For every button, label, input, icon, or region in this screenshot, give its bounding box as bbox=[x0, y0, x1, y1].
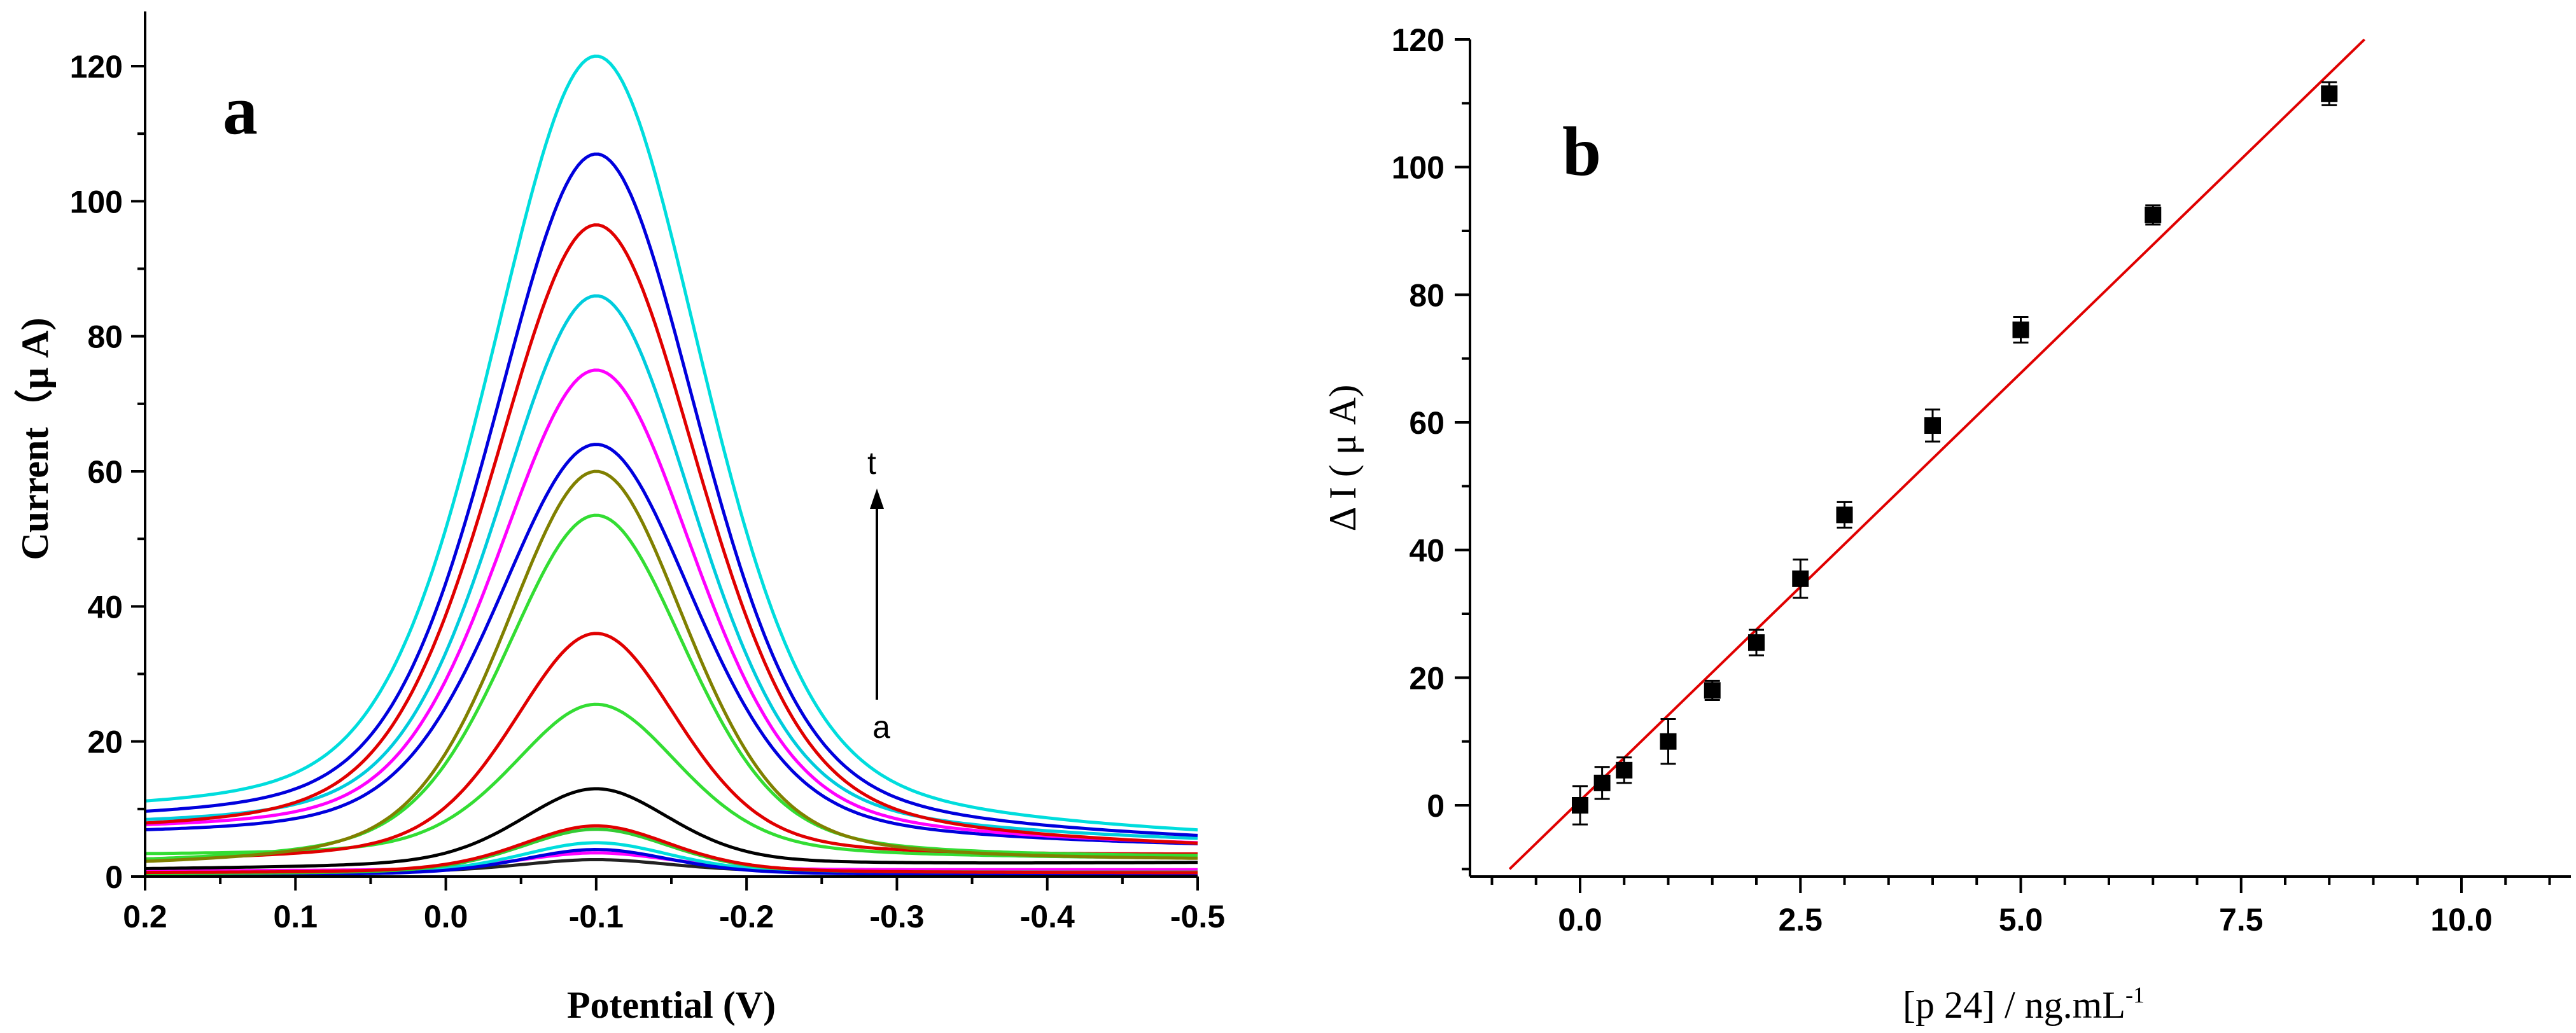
panel-a-curve-m bbox=[144, 368, 1198, 845]
panel-b-data-point bbox=[1792, 570, 1809, 587]
panel-a-curve-k bbox=[144, 469, 1198, 863]
panel-a-x-axis-title: Potential (V) bbox=[567, 984, 776, 1026]
panel-b-y-axis-title: Δ I ( μ A) bbox=[1322, 385, 1364, 532]
panel-b-data-point bbox=[1748, 634, 1765, 651]
panel-b-x-tick-label: 10.0 bbox=[2430, 902, 2492, 938]
panel-b-x-ticks: 0.0 2.5 5.0 7.5 10.0 bbox=[1490, 877, 2551, 938]
panel-a-axis-frame bbox=[144, 11, 1198, 878]
panel-b-x-tick-label: 5.0 bbox=[1999, 902, 2043, 938]
panel-b-x-axis-title-sup: -1 bbox=[2125, 982, 2145, 1008]
panel-b-calibration: 0.0 2.5 5.0 7.5 10.0 0 20 40 60 80 100 120 b [p 24… bbox=[1322, 22, 2571, 1026]
panel-b-fit-line-group bbox=[1508, 38, 2366, 870]
panel-b-y-tick-label: 0 bbox=[1427, 788, 1445, 824]
panel-a-y-tick-label: 20 bbox=[87, 724, 123, 760]
panel-b-data-point bbox=[1572, 797, 1588, 814]
panel-b-y-tick-label: 120 bbox=[1392, 22, 1445, 58]
panel-b-label: b bbox=[1562, 113, 1601, 190]
panel-a-curve-j bbox=[144, 513, 1198, 861]
panel-a-curve-n bbox=[144, 294, 1198, 840]
panel-a-x-tick-label: 0.1 bbox=[274, 899, 318, 934]
panel-b-data-point bbox=[2145, 206, 2162, 223]
panel-b-data-point bbox=[2012, 321, 2029, 338]
panel-a-curve-g bbox=[144, 787, 1198, 870]
panel-b-x-tick-label: 7.5 bbox=[2219, 902, 2264, 938]
panel-b-data-point bbox=[2321, 85, 2338, 102]
panel-a-label: a bbox=[223, 71, 258, 149]
panel-a-voltammograms: 0.2 0.1 0.0 -0.1 -0.2 -0.3 -0.4 -0.5 0 20 40 60 80 1… bbox=[13, 11, 1225, 1026]
panel-b-y-tick-label: 80 bbox=[1409, 277, 1445, 313]
panel-b-axis-frame bbox=[1469, 39, 2571, 878]
panel-a-x-tick-label: -0.2 bbox=[719, 899, 774, 934]
panel-a-curve-d bbox=[145, 847, 1198, 877]
panel-b-x-axis-title: [p 24] / ng.mL-1 bbox=[1903, 982, 2145, 1026]
panel-a-curve-o bbox=[144, 223, 1198, 845]
panel-b-data-point bbox=[1704, 682, 1721, 699]
panel-a-curve-l bbox=[144, 443, 1198, 845]
panel-a-y-axis-title: Current（μ A) bbox=[13, 317, 56, 560]
panel-b-data-point bbox=[1836, 506, 1853, 523]
panel-a-y-tick-label: 0 bbox=[105, 859, 123, 895]
panel-a-x-tick-label: -0.5 bbox=[1170, 899, 1225, 934]
panel-a-y-tick-label: 80 bbox=[87, 319, 123, 355]
panel-a-x-tick-label: 0.0 bbox=[424, 899, 468, 934]
panel-b-fit-line bbox=[1508, 38, 2366, 870]
panel-b-data-point bbox=[1660, 733, 1677, 750]
panel-b-y-tick-label: 40 bbox=[1409, 533, 1445, 569]
panel-b-y-ticks: 0 20 40 60 80 100 120 bbox=[1392, 22, 1470, 871]
panel-b-data-points bbox=[1572, 81, 2338, 826]
panel-a-x-tick-label: -0.4 bbox=[1020, 899, 1075, 934]
panel-b-y-tick-label: 60 bbox=[1409, 405, 1445, 441]
panel-a-x-tick-label: 0.2 bbox=[123, 899, 167, 934]
panel-a-arrow-head bbox=[870, 489, 884, 509]
panel-a-arrow-label-bottom: a bbox=[872, 709, 890, 745]
panel-b-x-tick-label: 2.5 bbox=[1778, 902, 1823, 938]
panel-b-data-point bbox=[1616, 761, 1633, 779]
panel-a-x-tick-label: -0.3 bbox=[869, 899, 924, 934]
panel-a-y-tick-label: 60 bbox=[87, 454, 123, 490]
panel-a-curve-f bbox=[145, 824, 1198, 875]
panel-a-y-tick-label: 120 bbox=[70, 49, 123, 85]
panel-a-y-tick-label: 40 bbox=[87, 589, 123, 625]
panel-b-data-point bbox=[1593, 774, 1611, 791]
panel-a-y-ticks: 0 20 40 60 80 100 120 bbox=[70, 49, 145, 895]
panel-a-arrow-label-top: t bbox=[867, 445, 876, 481]
panel-a-x-tick-label: -0.1 bbox=[569, 899, 624, 934]
panel-b-x-tick-label: 0.0 bbox=[1558, 902, 1602, 938]
panel-b-y-tick-label: 20 bbox=[1409, 660, 1445, 696]
panel-a-x-ticks: 0.2 0.1 0.0 -0.1 -0.2 -0.3 -0.4 -0.5 bbox=[123, 877, 1225, 934]
panel-a-curves bbox=[144, 54, 1198, 877]
panel-b-data-point bbox=[1924, 417, 1941, 434]
panel-a-curve-p bbox=[144, 152, 1198, 837]
panel-a-curve-t bbox=[144, 54, 1198, 832]
panel-b-x-axis-title-main: [p 24] / ng.mL bbox=[1903, 984, 2125, 1026]
panel-b-y-tick-label: 100 bbox=[1392, 150, 1445, 186]
panel-a-y-tick-label: 100 bbox=[70, 184, 123, 219]
